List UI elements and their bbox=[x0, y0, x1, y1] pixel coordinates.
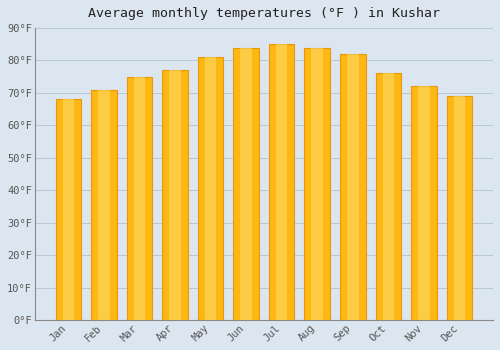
Bar bbox=[304, 48, 330, 320]
Bar bbox=[411, 86, 436, 320]
Bar bbox=[347, 54, 358, 320]
Bar bbox=[91, 90, 116, 320]
Bar bbox=[382, 74, 394, 320]
Bar bbox=[56, 99, 81, 320]
Bar bbox=[240, 48, 252, 320]
Bar bbox=[170, 70, 181, 320]
Bar bbox=[234, 48, 259, 320]
Bar bbox=[162, 70, 188, 320]
Bar bbox=[198, 57, 224, 320]
Bar bbox=[126, 77, 152, 320]
Bar bbox=[269, 44, 294, 320]
Bar bbox=[446, 96, 472, 320]
Bar bbox=[276, 44, 287, 320]
Bar bbox=[205, 57, 216, 320]
Bar bbox=[418, 86, 430, 320]
Bar bbox=[454, 96, 465, 320]
Bar bbox=[340, 54, 365, 320]
Bar bbox=[312, 48, 323, 320]
Bar bbox=[134, 77, 145, 320]
Bar bbox=[376, 74, 401, 320]
Title: Average monthly temperatures (°F ) in Kushar: Average monthly temperatures (°F ) in Ku… bbox=[88, 7, 440, 20]
Bar bbox=[98, 90, 110, 320]
Bar bbox=[62, 99, 74, 320]
